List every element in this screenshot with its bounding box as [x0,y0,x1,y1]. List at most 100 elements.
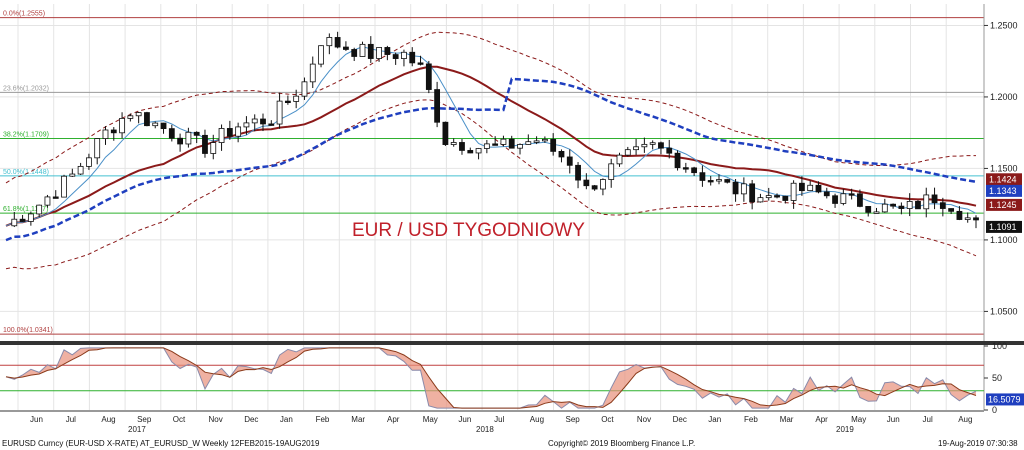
x-tick-label: Oct [601,415,614,424]
candle-body [923,194,930,210]
price-tag [986,173,1022,186]
x-tick-label: Jun [887,415,900,424]
x-tick-label: Apr [387,415,400,424]
candle-body [724,179,731,183]
x-year-label: 2017 [128,425,146,434]
candle-body [915,201,921,210]
candle-body [525,141,532,145]
price-tag-label: 1.1245 [989,200,1017,210]
candle-body [815,184,822,193]
x-tick-label: Jan [708,415,721,424]
candles [11,31,979,229]
candle-body [127,115,134,119]
candle-body [881,203,888,213]
candle-body [61,175,67,198]
candle-body [541,138,548,142]
x-tick-label: Feb [744,415,758,424]
candle-body [409,51,416,64]
candle-body [956,210,963,220]
x-tick-label: Nov [209,415,223,424]
x-tick-label: Jan [280,415,293,424]
y-tick-label: 1.2000 [990,92,1018,102]
osc-value-tag [986,393,1024,406]
candle-body [658,142,664,149]
panel-separator [0,341,1024,345]
x-tick-label: Jul [494,415,504,424]
osc-tick-label: 0 [992,405,997,415]
candle-body [707,180,714,183]
candle-body [533,140,540,143]
candle-body [716,179,722,182]
candle-body [483,143,490,149]
candle-body [52,196,59,199]
candle-body [674,152,681,169]
candle-body [193,131,200,136]
price-tag-label: 1.1424 [989,174,1017,184]
candle-body [160,122,167,130]
candle-body [243,122,250,128]
candle-body [492,143,499,146]
candle-body [326,37,333,47]
candle-body [276,100,283,125]
candle-body [343,46,349,50]
ma-blue-dashed-line [5,77,977,242]
candle-body [865,206,872,213]
x-tick-label: Oct [173,415,186,424]
candle-body [517,144,523,149]
candle-body [641,143,648,148]
x-tick-label: May [851,415,866,424]
x-tick-label: Jul [66,415,76,424]
osc-tick-label: 100 [992,341,1007,351]
candle-body [873,211,880,214]
candle-body [591,185,598,190]
candle-body [384,47,391,55]
candle-body [898,205,905,209]
x-tick-label: Apr [815,415,828,424]
osc-value-label: 16.5079 [988,394,1021,404]
x-year-label: 2018 [476,425,494,434]
y-tick-label: 1.1500 [990,163,1018,173]
x-tick-label: Aug [530,415,544,424]
y-tick-label: 1.0500 [990,306,1018,316]
candle-body [218,128,225,143]
candle-body [434,89,441,123]
candle-body [284,100,291,104]
candle-body [890,203,896,207]
x-tick-label: Jun [458,415,471,424]
candle-body [624,149,631,156]
candle-body [86,157,92,167]
grid-lines [0,4,984,410]
candle-body [19,218,26,222]
candle-body [102,129,109,139]
candle-body [376,47,382,59]
chart-title: EUR / USD TYGODNIOWY [352,220,585,241]
oscillator-line [5,347,977,409]
price-tag [986,220,1022,233]
candle-body [367,43,374,59]
ma-light-line [5,46,977,227]
candle-body [566,156,573,166]
osc-tick-label: 50 [992,373,1002,383]
oscillator-fill [6,347,976,409]
candle-body [318,45,324,65]
x-tick-label: Jul [923,415,933,424]
candle-body [260,118,266,125]
candle-body [152,122,159,127]
x-tick-label: Mar [780,415,794,424]
candle-body [168,128,175,139]
candle-body [226,128,233,137]
candle-body [69,173,76,177]
candle-body [210,142,217,154]
footer-right: 19-Aug-2019 07:30:38 [938,439,1018,448]
candle-body [939,202,946,209]
candle-body [442,121,449,145]
candle-body [334,37,341,48]
candle-body [608,163,615,180]
x-tick-label: Sep [566,415,581,424]
candle-body [848,193,855,196]
candle-body [467,150,474,154]
candle-body [401,51,407,59]
price-tag [986,198,1022,211]
candle-body [832,195,838,204]
